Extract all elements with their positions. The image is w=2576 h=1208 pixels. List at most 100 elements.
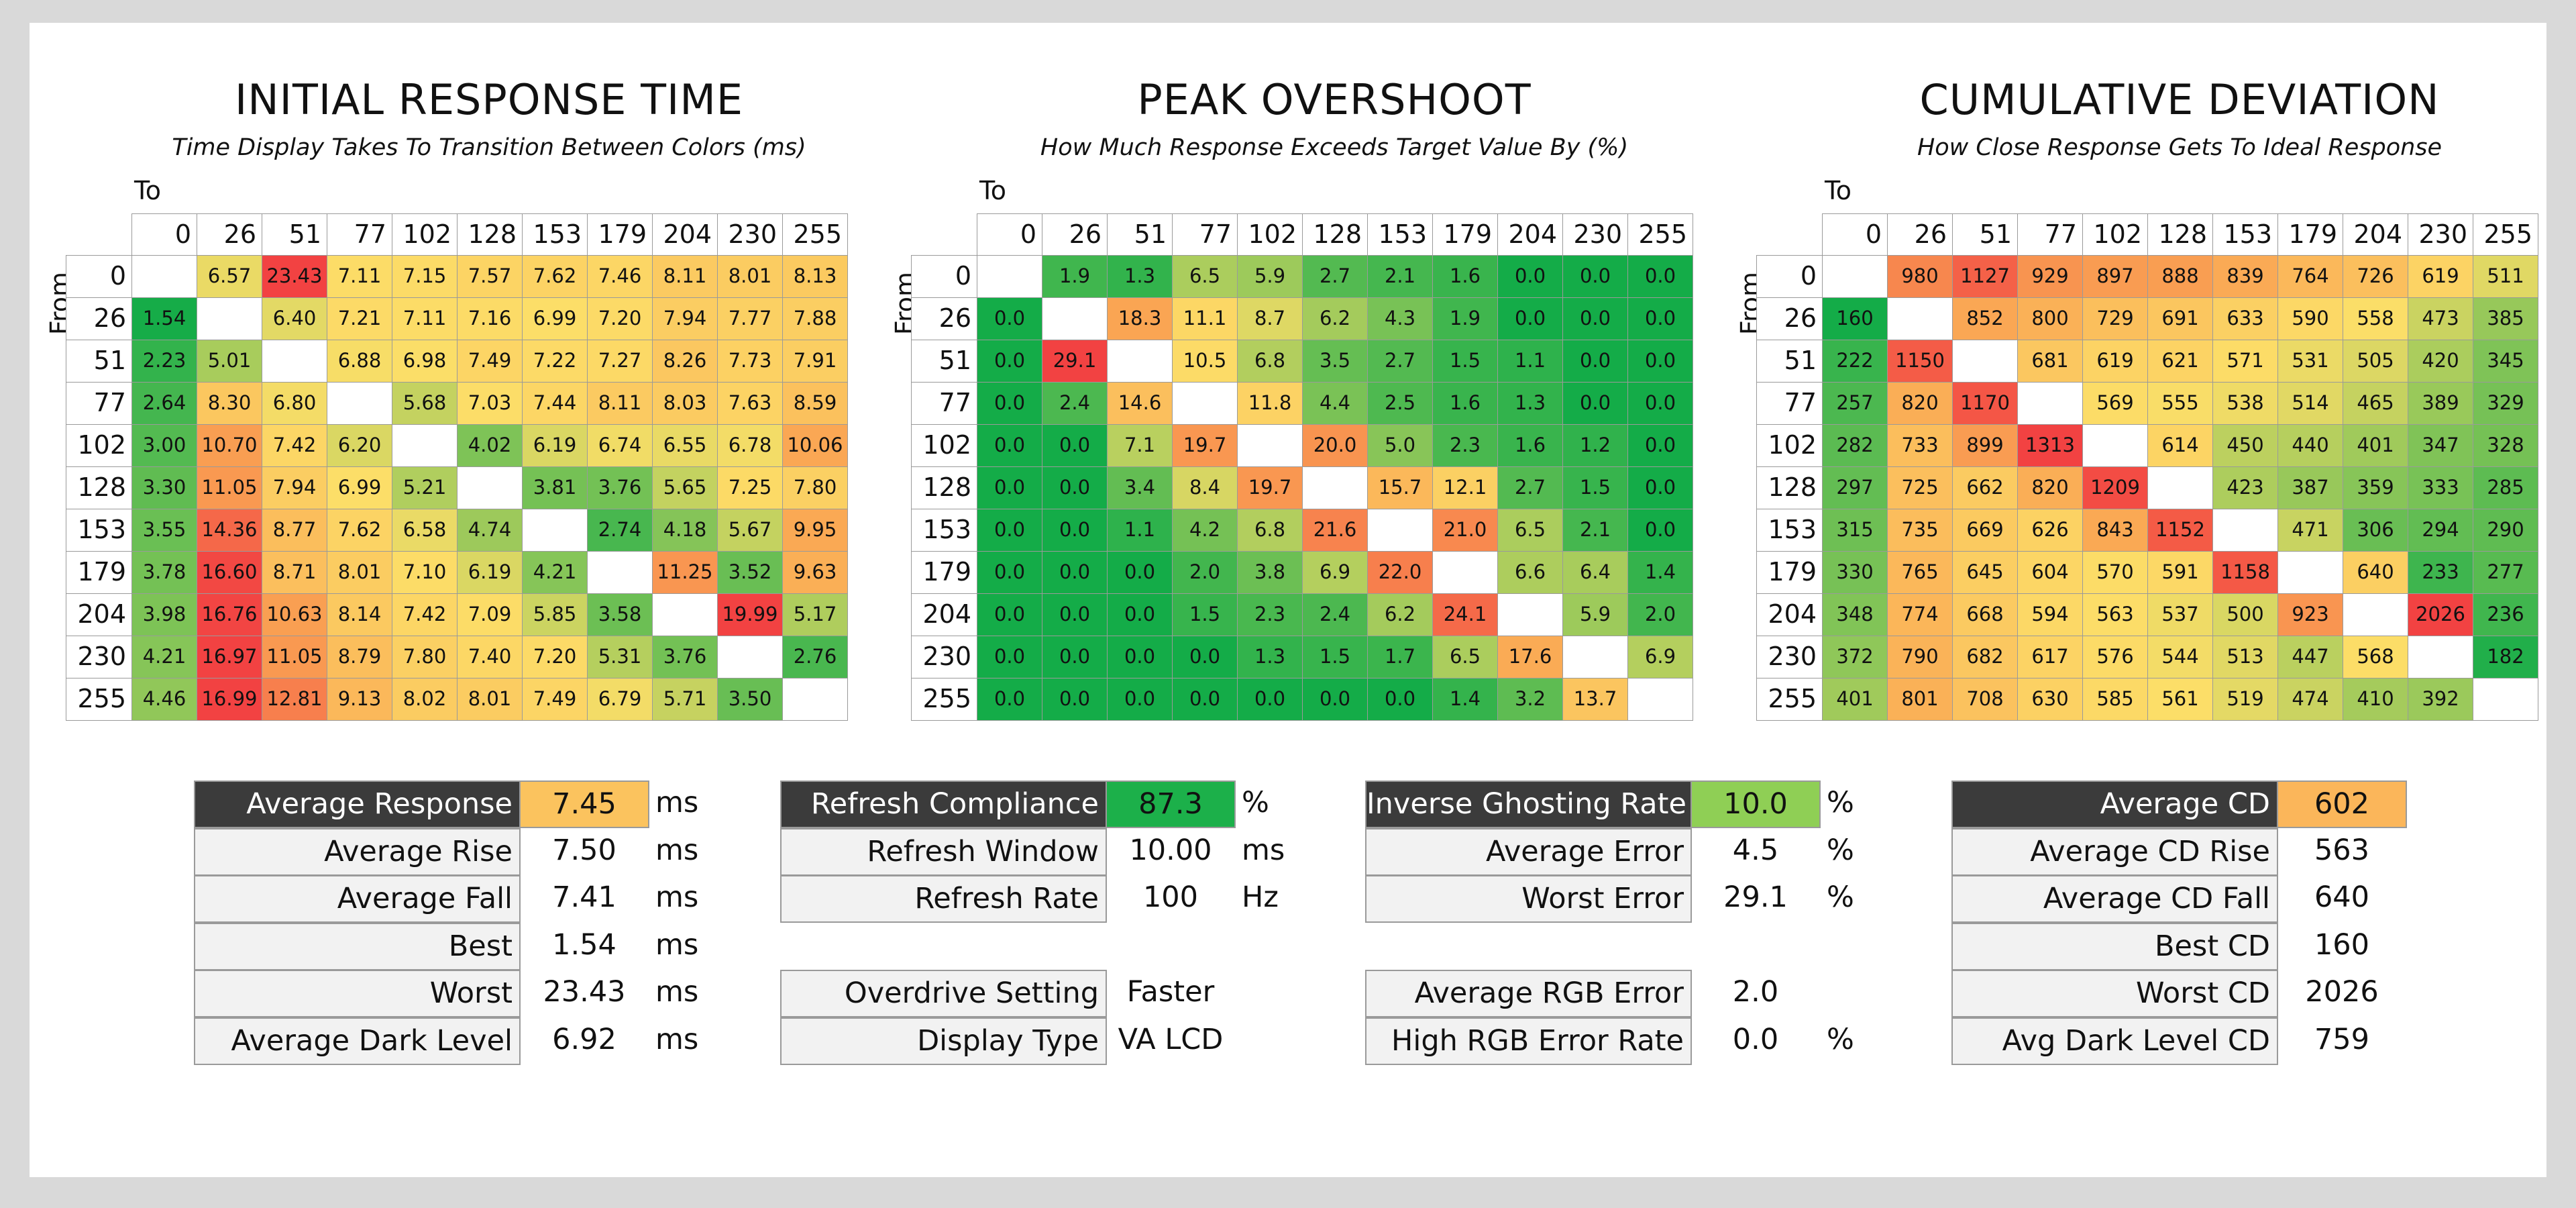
heat-cell: 640: [2343, 551, 2408, 594]
row-header: 204: [66, 593, 132, 636]
heat-cell: 6.9: [1302, 551, 1368, 594]
row-header: 128: [66, 466, 132, 509]
heat-cell: 0.0: [1042, 678, 1108, 721]
column-header: 77: [1172, 213, 1238, 256]
stat-unit: %: [1827, 1022, 1854, 1056]
stat-label: High RGB Error Rate: [1365, 1017, 1692, 1065]
heat-cell: 2.23: [131, 340, 197, 383]
heat-cell: 410: [2343, 678, 2408, 721]
empty-cell: [1237, 424, 1303, 467]
heat-cell: 5.85: [522, 593, 588, 636]
empty-cell: [1562, 636, 1628, 678]
heat-cell: 8.11: [652, 255, 718, 298]
stat-label: Average CD Fall: [1951, 875, 2278, 923]
empty-cell: [197, 297, 262, 340]
row-header: 230: [911, 636, 977, 678]
heat-cell: 3.50: [717, 678, 783, 721]
heat-cell: 6.20: [327, 424, 392, 467]
heat-cell: 6.4: [1562, 551, 1628, 594]
heat-cell: 3.30: [131, 466, 197, 509]
stat-unit: ms: [655, 975, 699, 1009]
heat-cell: 2.3: [1237, 593, 1303, 636]
empty-cell: [1302, 466, 1368, 509]
heat-cell: 3.8: [1237, 551, 1303, 594]
heat-cell: 1150: [1887, 340, 1953, 383]
column-header: 179: [2277, 213, 2343, 256]
stat-label: Refresh Compliance: [780, 781, 1107, 828]
heat-cell: 801: [1887, 678, 1953, 721]
column-header: 51: [1107, 213, 1173, 256]
heat-cell: 0.0: [1302, 678, 1368, 721]
heat-cell: 5.67: [717, 509, 783, 552]
column-header: 51: [1952, 213, 2018, 256]
heat-cell: 5.65: [652, 466, 718, 509]
heat-cell: 1209: [2082, 466, 2148, 509]
heat-cell: 619: [2082, 340, 2148, 383]
heat-cell: 2.76: [782, 636, 848, 678]
column-header: 77: [327, 213, 392, 256]
heat-cell: 294: [2408, 509, 2473, 552]
heat-cell: 2.4: [1042, 382, 1108, 425]
column-header: 102: [1237, 213, 1303, 256]
heat-cell: 558: [2343, 297, 2408, 340]
heat-cell: 8.13: [782, 255, 848, 298]
heat-cell: 23.43: [262, 255, 327, 298]
heat-cell: 2.0: [1627, 593, 1693, 636]
heat-cell: 7.49: [522, 678, 588, 721]
empty-cell: [1107, 340, 1173, 383]
heat-cell: 2.1: [1367, 255, 1433, 298]
empty-cell: [2343, 593, 2408, 636]
heat-cell: 7.49: [457, 340, 523, 383]
heat-cell: 7.94: [262, 466, 327, 509]
heat-cell: 765: [1887, 551, 1953, 594]
heat-cell: 236: [2473, 593, 2538, 636]
heat-cell: 591: [2147, 551, 2213, 594]
row-header: 51: [911, 340, 977, 383]
heat-cell: 21.6: [1302, 509, 1368, 552]
heat-cell: 0.0: [1497, 255, 1563, 298]
empty-cell: [1497, 593, 1563, 636]
heat-cell: 19.99: [717, 593, 783, 636]
column-header: 255: [782, 213, 848, 256]
heat-cell: 820: [1887, 382, 1953, 425]
heat-cell: 888: [2147, 255, 2213, 298]
heat-cell: 617: [2017, 636, 2083, 678]
heat-cell: 401: [1822, 678, 1888, 721]
row-header: 179: [66, 551, 132, 594]
heat-cell: 1.9: [1042, 255, 1108, 298]
heat-cell: 16.99: [197, 678, 262, 721]
heat-cell: 614: [2147, 424, 2213, 467]
heat-cell: 1.2: [1562, 424, 1628, 467]
heat-cell: 1.5: [1172, 593, 1238, 636]
heat-cell: 7.62: [522, 255, 588, 298]
heat-cell: 839: [2212, 255, 2278, 298]
stat-value: 2.0: [1732, 975, 1779, 1009]
heat-cell: 160: [1822, 297, 1888, 340]
stat-unit: ms: [655, 833, 699, 867]
heat-cell: 669: [1952, 509, 2018, 552]
heat-cell: 7.20: [587, 297, 653, 340]
heat-cell: 3.55: [131, 509, 197, 552]
heat-cell: 1.6: [1432, 382, 1498, 425]
heat-cell: 774: [1887, 593, 1953, 636]
stat-label: Average Response: [194, 781, 521, 828]
heat-cell: 1.1: [1497, 340, 1563, 383]
stat-value: 10.00: [1129, 833, 1212, 867]
stat-value: 7.45: [519, 781, 649, 828]
heat-cell: 725: [1887, 466, 1953, 509]
stat-unit: ms: [655, 1022, 699, 1056]
row-header: 51: [1756, 340, 1823, 383]
heat-cell: 6.58: [392, 509, 458, 552]
stat-label: Worst Error: [1365, 875, 1692, 923]
row-header: 153: [1756, 509, 1823, 552]
heat-cell: 4.2: [1172, 509, 1238, 552]
row-header: 77: [66, 382, 132, 425]
heat-cell: 735: [1887, 509, 1953, 552]
heat-cell: 7.03: [457, 382, 523, 425]
heat-cell: 6.80: [262, 382, 327, 425]
heat-cell: 7.73: [717, 340, 783, 383]
column-header: 230: [1562, 213, 1628, 256]
row-header: 204: [1756, 593, 1823, 636]
heat-cell: 1.3: [1497, 382, 1563, 425]
